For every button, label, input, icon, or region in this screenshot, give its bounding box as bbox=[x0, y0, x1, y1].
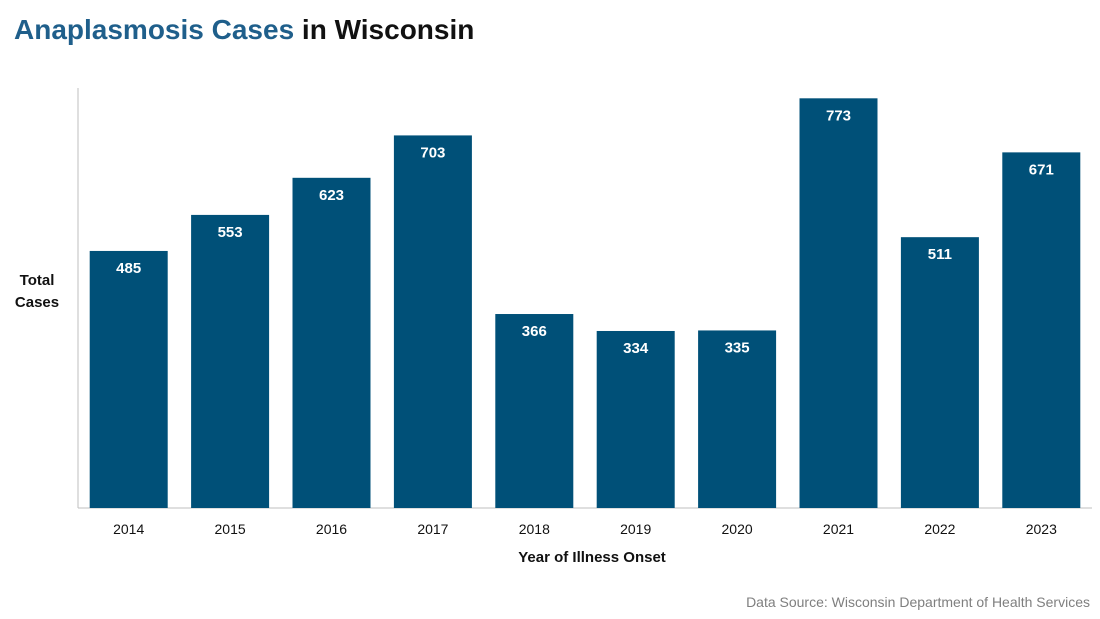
bar-2022 bbox=[900, 237, 979, 509]
x-tick-label-2018: 2018 bbox=[519, 521, 550, 537]
bar-2014 bbox=[89, 250, 168, 508]
bar-2023 bbox=[1002, 152, 1081, 508]
x-tick-label-2015: 2015 bbox=[215, 521, 246, 537]
y-axis-label: Total Cases bbox=[8, 270, 66, 314]
data-label-2017: 703 bbox=[420, 144, 445, 161]
bar-2015 bbox=[191, 214, 270, 508]
chart-title-rest: in Wisconsin bbox=[294, 14, 475, 45]
data-label-2016: 623 bbox=[319, 187, 344, 204]
bar-2020 bbox=[698, 330, 777, 508]
y-axis-label-line-2: Cases bbox=[14, 294, 60, 311]
chart-title: Anaplasmosis Cases in Wisconsin bbox=[14, 14, 474, 46]
data-label-2022: 511 bbox=[928, 246, 952, 263]
data-label-2019: 334 bbox=[623, 340, 649, 357]
x-tick-label-2019: 2019 bbox=[620, 521, 651, 537]
bar-2021 bbox=[799, 98, 878, 508]
bar-2019 bbox=[596, 330, 675, 508]
bar-2017 bbox=[393, 135, 472, 508]
data-label-2018: 366 bbox=[522, 323, 547, 340]
x-tick-label-2022: 2022 bbox=[924, 521, 955, 537]
data-label-2021: 773 bbox=[826, 107, 851, 124]
x-tick-label-2016: 2016 bbox=[316, 521, 347, 537]
bar-2018 bbox=[495, 314, 574, 508]
x-tick-label-2020: 2020 bbox=[722, 521, 753, 537]
chart-title-accent: Anaplasmosis Cases bbox=[14, 14, 295, 45]
x-tick-label-2017: 2017 bbox=[417, 521, 448, 537]
data-label-2015: 553 bbox=[218, 224, 243, 241]
x-tick-label-2014: 2014 bbox=[113, 521, 144, 537]
x-tick-label-2021: 2021 bbox=[823, 521, 854, 537]
data-label-2020: 335 bbox=[725, 339, 750, 356]
data-source-note: Data Source: Wisconsin Department of Hea… bbox=[746, 594, 1090, 610]
y-axis-label-line-1: Total bbox=[19, 272, 55, 289]
x-axis-label: Year of Illness Onset bbox=[518, 549, 666, 566]
data-label-2014: 485 bbox=[116, 260, 141, 277]
data-label-2023: 671 bbox=[1029, 161, 1054, 178]
bar-2016 bbox=[292, 177, 371, 508]
x-tick-label-2023: 2023 bbox=[1026, 521, 1057, 537]
